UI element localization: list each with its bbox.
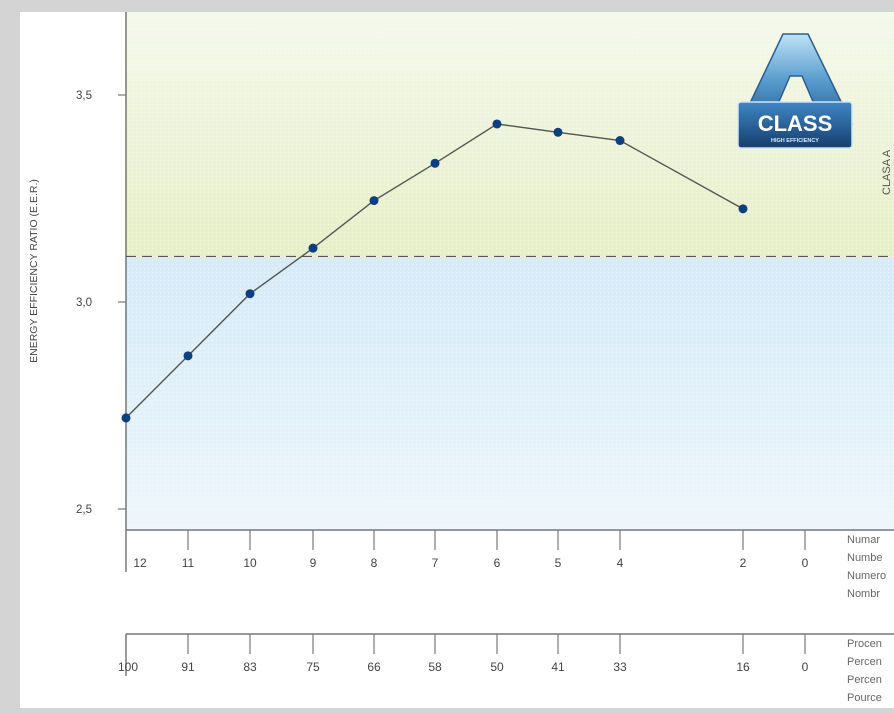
percent-tick-label: 0 — [802, 660, 809, 674]
units-legend-line: Numbe — [847, 552, 882, 564]
units-tick-label: 7 — [432, 556, 439, 570]
units-legend: Numar Numbe Numero Nombr — [847, 534, 886, 600]
badge-subtext: HIGH EFFICIENCY — [771, 138, 819, 144]
percent-legend-line: Procen — [847, 638, 882, 650]
percent-tick-label: 91 — [181, 660, 195, 674]
percent-legend-line: Percen — [847, 656, 882, 668]
percent-tick-label: 33 — [613, 660, 627, 674]
badge-banner — [737, 101, 853, 149]
units-tick-label: 6 — [494, 556, 501, 570]
y-tick-label: 3,5 — [76, 90, 92, 102]
percent-legend-line: Pource — [847, 692, 882, 704]
y-ticks: 2,5 3,0 3,5 — [76, 90, 126, 516]
units-legend-line: Numar — [847, 534, 880, 546]
data-series — [121, 119, 748, 423]
percent-axis-ticks: 100 91 83 75 66 58 50 41 33 16 0 — [118, 634, 809, 674]
percent-tick-label: 50 — [490, 660, 504, 674]
data-point — [183, 351, 193, 361]
units-tick-label: 8 — [371, 556, 378, 570]
percent-tick-label: 16 — [736, 660, 750, 674]
data-point — [553, 127, 563, 137]
percent-tick-label: 66 — [367, 660, 381, 674]
units-tick-label: 11 — [182, 556, 195, 570]
class-a-side-label: CLASA A — [881, 149, 893, 195]
data-point — [492, 119, 502, 129]
data-point — [615, 136, 625, 146]
y-axis-label: ENERGY EFFICIENCY RATIO (E.E.R.) — [28, 179, 40, 363]
data-point — [121, 413, 131, 423]
percent-legend: Procen Percen Percen Pource — [847, 638, 882, 704]
percent-legend-line: Percen — [847, 674, 882, 686]
units-tick-label: 12 — [133, 556, 147, 570]
y-tick-label: 2,5 — [76, 504, 92, 516]
percent-tick-label: 41 — [551, 660, 565, 674]
data-point — [369, 196, 379, 206]
percent-tick-label: 75 — [306, 660, 320, 674]
units-tick-label: 2 — [740, 556, 747, 570]
axis-strip-background — [126, 530, 894, 708]
units-legend-line: Nombr — [847, 588, 880, 600]
units-legend-line: Numero — [847, 570, 886, 582]
data-point — [738, 204, 748, 214]
a-class-badge: CLASS HIGH EFFICIENCY — [737, 33, 854, 149]
badge-class-text: CLASS — [758, 111, 833, 136]
percent-tick-label: 83 — [243, 660, 257, 674]
percent-tick-label: 58 — [428, 660, 442, 674]
units-axis-ticks: 12 11 10 9 8 7 6 5 4 2 0 — [133, 530, 809, 570]
units-tick-label: 4 — [617, 556, 624, 570]
units-tick-label: 5 — [555, 556, 562, 570]
units-tick-label: 9 — [310, 556, 317, 570]
percent-tick-label: 100 — [118, 660, 138, 674]
data-point — [245, 289, 255, 299]
series-line — [125, 123, 744, 419]
units-tick-label: 0 — [802, 556, 809, 570]
data-point — [430, 158, 440, 168]
y-tick-label: 3,0 — [76, 297, 92, 309]
data-point — [308, 243, 318, 253]
units-tick-label: 10 — [243, 556, 257, 570]
